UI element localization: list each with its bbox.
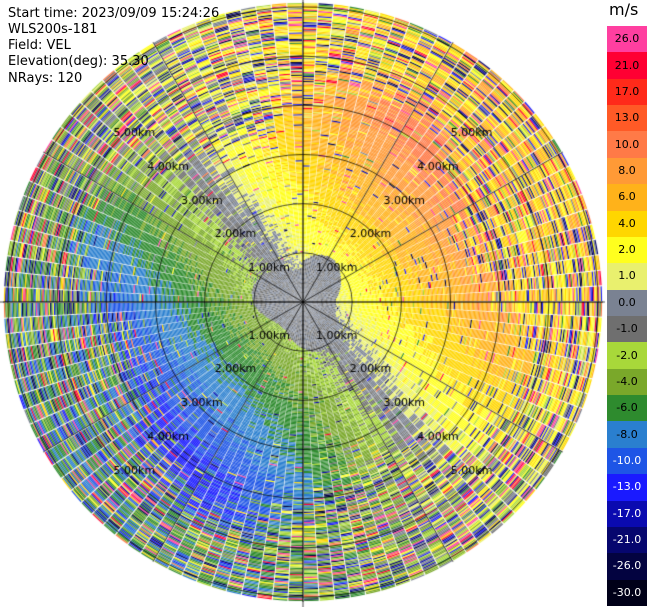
- colorbar-tick-label: -2.0: [616, 348, 638, 362]
- colorbar-segment: [607, 421, 647, 449]
- nrays-label: NRays: 120: [8, 71, 83, 86]
- colorbar-segment: [607, 500, 647, 528]
- colorbar-tick-label: -17.0: [612, 506, 642, 520]
- colorbar-segment: [607, 210, 647, 238]
- colorbar-tick-label: -10.0: [612, 454, 642, 467]
- colorbar-segment: [607, 52, 647, 80]
- colorbar-tick-label: 8.0: [618, 164, 636, 177]
- colorbar-tick-label: 17.0: [614, 84, 640, 98]
- colorbar-tick-label: 0.0: [618, 295, 636, 309]
- colorbar-tick-label: -6.0: [616, 401, 638, 415]
- colorbar-segment: [607, 184, 647, 212]
- colorbar-segment: [607, 263, 647, 291]
- colorbar-segment: [607, 447, 647, 475]
- colorbar-tick-label: 13.0: [614, 111, 640, 125]
- colorbar-segment: [607, 474, 647, 502]
- colorbar-tick-label: 10.0: [614, 137, 640, 151]
- instrument-label: WLS200s-181: [8, 22, 98, 37]
- colorbar-unit: m/s: [609, 0, 639, 19]
- colorbar-segment: [607, 368, 647, 396]
- colorbar-tick-label: -4.0: [616, 374, 638, 388]
- colorbar-segment: [607, 579, 647, 607]
- colorbar-segment: [607, 316, 647, 343]
- colorbar: 26.0 21.0 17.0 13.0 10.0 8.0 6.0 4.0 2.0 1.0 0.0 -1…: [605, 26, 647, 607]
- colorbar-tick-label: 2.0: [618, 243, 636, 257]
- colorbar-segment: [607, 289, 647, 317]
- colorbar-tick-label: 4.0: [618, 216, 636, 230]
- colorbar-segment: [607, 342, 647, 370]
- colorbar-segment: [607, 105, 647, 132]
- field-label: Field: VEL: [8, 38, 71, 53]
- colorbar-tick-label: 1.0: [618, 269, 636, 283]
- colorbar-tick-label: -8.0: [616, 427, 638, 441]
- colorbar-tick-label: -21.0: [612, 533, 642, 547]
- colorbar-tick-label: -13.0: [612, 480, 642, 494]
- colorbar-tick-label: -30.0: [612, 585, 642, 599]
- colorbar-tick-label: -26.0: [612, 559, 642, 573]
- colorbar-segment: [607, 78, 647, 106]
- colorbar-segment: [607, 526, 647, 554]
- colorbar-segment: [607, 26, 647, 53]
- start-time-label: Start time: 2023/09/09 15:24:26: [8, 6, 220, 21]
- colorbar-tick-label: 21.0: [614, 58, 640, 72]
- colorbar-segment: [607, 395, 647, 422]
- colorbar-tick-label: -1.0: [616, 322, 638, 336]
- colorbar-segment: [607, 236, 647, 264]
- colorbar-tick-label: 6.0: [618, 190, 636, 204]
- colorbar-tick-label: 26.0: [614, 32, 640, 46]
- colorbar-segment: [607, 553, 647, 581]
- colorbar-segment: [607, 131, 647, 159]
- colorbar-segment: [607, 157, 647, 185]
- elevation-label: Elevation(deg): 35.30: [8, 54, 149, 69]
